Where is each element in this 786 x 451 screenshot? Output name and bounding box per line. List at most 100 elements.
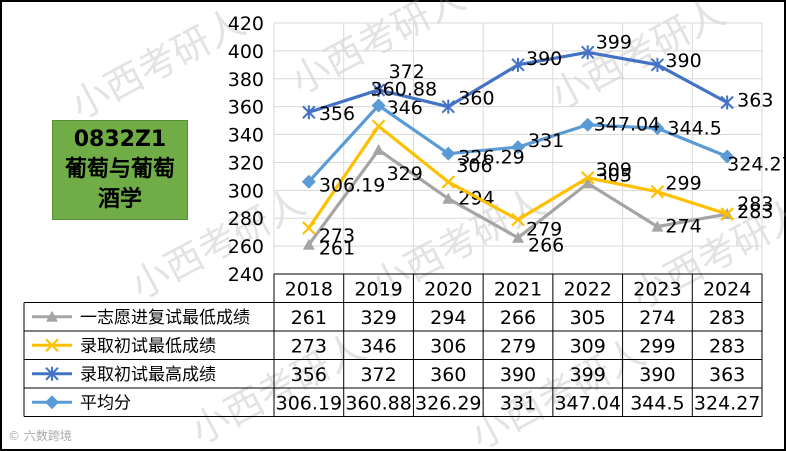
y-tick-label: 320 bbox=[228, 152, 264, 174]
table-cell-value: 306.19 bbox=[276, 392, 342, 414]
data-label: 306.19 bbox=[319, 175, 385, 197]
table-cell-value: 305 bbox=[570, 307, 606, 329]
data-label: 324.27 bbox=[727, 153, 786, 175]
data-point bbox=[512, 231, 524, 243]
data-point bbox=[581, 45, 595, 60]
data-point bbox=[441, 175, 456, 189]
table-cell-value: 261 bbox=[291, 307, 327, 329]
watermark-text: 小西考研人 bbox=[544, 0, 732, 118]
data-point bbox=[441, 99, 455, 114]
data-label: 283 bbox=[737, 193, 773, 215]
table-cell-value: 329 bbox=[360, 307, 396, 329]
y-tick-label: 360 bbox=[228, 97, 264, 119]
x-category-label: 2023 bbox=[633, 278, 681, 300]
table-cell-value: 283 bbox=[709, 307, 745, 329]
major-code: 0832Z1 bbox=[73, 127, 167, 152]
y-tick-label: 340 bbox=[228, 125, 264, 147]
y-tick-label: 280 bbox=[228, 208, 264, 230]
table-cell-value: 399 bbox=[570, 364, 606, 386]
table-cell-value: 326.29 bbox=[415, 392, 481, 414]
table-cell-value: 390 bbox=[639, 364, 675, 386]
data-point bbox=[720, 207, 734, 221]
data-label: 274 bbox=[665, 216, 701, 238]
table-cell-value: 306 bbox=[430, 335, 466, 357]
data-label: 347.04 bbox=[594, 114, 660, 136]
data-point bbox=[650, 121, 665, 136]
data-label: 390 bbox=[665, 50, 701, 72]
data-point bbox=[581, 177, 594, 189]
data-point bbox=[371, 119, 386, 133]
data-point bbox=[511, 212, 525, 227]
data-label: 360 bbox=[458, 88, 494, 110]
data-point bbox=[580, 117, 595, 132]
footer-credit: © 六数跨境 bbox=[8, 429, 72, 443]
data-label: 309 bbox=[596, 159, 632, 181]
table-cell-value: 346 bbox=[360, 335, 396, 357]
data-label: 363 bbox=[737, 89, 773, 111]
data-label: 372 bbox=[389, 61, 425, 83]
x-category-label: 2021 bbox=[494, 278, 542, 300]
data-point bbox=[650, 57, 665, 72]
table-cell-value: 360 bbox=[430, 364, 466, 386]
table-cell-value: 360.88 bbox=[345, 392, 411, 414]
watermark-text: 小西考研人 bbox=[464, 330, 652, 451]
y-tick-label: 380 bbox=[228, 69, 264, 91]
legend-series-name: 一志愿进复试最低成绩 bbox=[80, 308, 250, 328]
table-cell-value: 283 bbox=[709, 335, 745, 357]
table-cell-value: 356 bbox=[291, 364, 327, 386]
data-point bbox=[720, 149, 735, 164]
table-cell-value: 372 bbox=[360, 364, 396, 386]
data-label: 399 bbox=[596, 31, 632, 53]
table-cell-value: 347.04 bbox=[554, 392, 620, 414]
data-point bbox=[511, 57, 525, 72]
y-tick-label: 400 bbox=[228, 41, 264, 63]
data-point bbox=[651, 220, 664, 232]
data-point bbox=[650, 184, 665, 199]
x-category-label: 2020 bbox=[424, 278, 472, 300]
data-label: 360.88 bbox=[371, 78, 437, 100]
data-point bbox=[45, 338, 59, 353]
data-point bbox=[441, 146, 456, 161]
table-cell-value: 390 bbox=[500, 364, 536, 386]
data-label: 326.29 bbox=[458, 147, 524, 169]
y-tick-label: 240 bbox=[228, 264, 264, 286]
legend-series-name: 录取初试最低成绩 bbox=[80, 336, 216, 356]
x-category-label: 2024 bbox=[703, 278, 751, 300]
table-cell-value: 274 bbox=[639, 307, 675, 329]
major-name-line2: 酒学 bbox=[97, 187, 142, 212]
table-cell-value: 331 bbox=[500, 392, 536, 414]
data-label: 261 bbox=[319, 238, 355, 260]
legend-series-name: 平均分 bbox=[80, 393, 131, 413]
data-label: 329 bbox=[387, 163, 423, 185]
series-2: 356 372 360 390 399 390 363 bbox=[302, 31, 773, 125]
table-cell-value: 294 bbox=[430, 307, 466, 329]
data-point bbox=[45, 395, 59, 410]
data-point bbox=[720, 95, 734, 110]
x-category-label: 2022 bbox=[564, 278, 612, 300]
data-point bbox=[302, 105, 316, 120]
series-1: 273 346 306 279 309 299 283 bbox=[302, 97, 773, 247]
watermark-text: 小西考研人 bbox=[64, 0, 252, 128]
data-point bbox=[371, 98, 386, 113]
table-cell-value: 299 bbox=[639, 335, 675, 357]
data-label: 344.5 bbox=[667, 117, 721, 139]
data-point bbox=[442, 192, 455, 204]
data-label: 279 bbox=[526, 219, 562, 241]
data-point bbox=[46, 310, 58, 322]
x-category-label: 2018 bbox=[285, 278, 333, 300]
data-label: 299 bbox=[665, 173, 701, 195]
data-point bbox=[511, 140, 525, 155]
data-label: 390 bbox=[526, 48, 562, 70]
data-label: 346 bbox=[387, 97, 423, 119]
data-label: 273 bbox=[319, 225, 355, 247]
table-cell-value: 344.5 bbox=[630, 392, 684, 414]
data-label: 283 bbox=[737, 201, 773, 223]
data-label: 356 bbox=[319, 103, 355, 125]
data-point bbox=[580, 171, 595, 185]
major-name-line1: 葡萄与葡萄 bbox=[64, 157, 175, 182]
y-tick-label: 300 bbox=[228, 180, 264, 202]
data-point bbox=[302, 238, 315, 250]
table-cell-value: 279 bbox=[500, 335, 536, 357]
